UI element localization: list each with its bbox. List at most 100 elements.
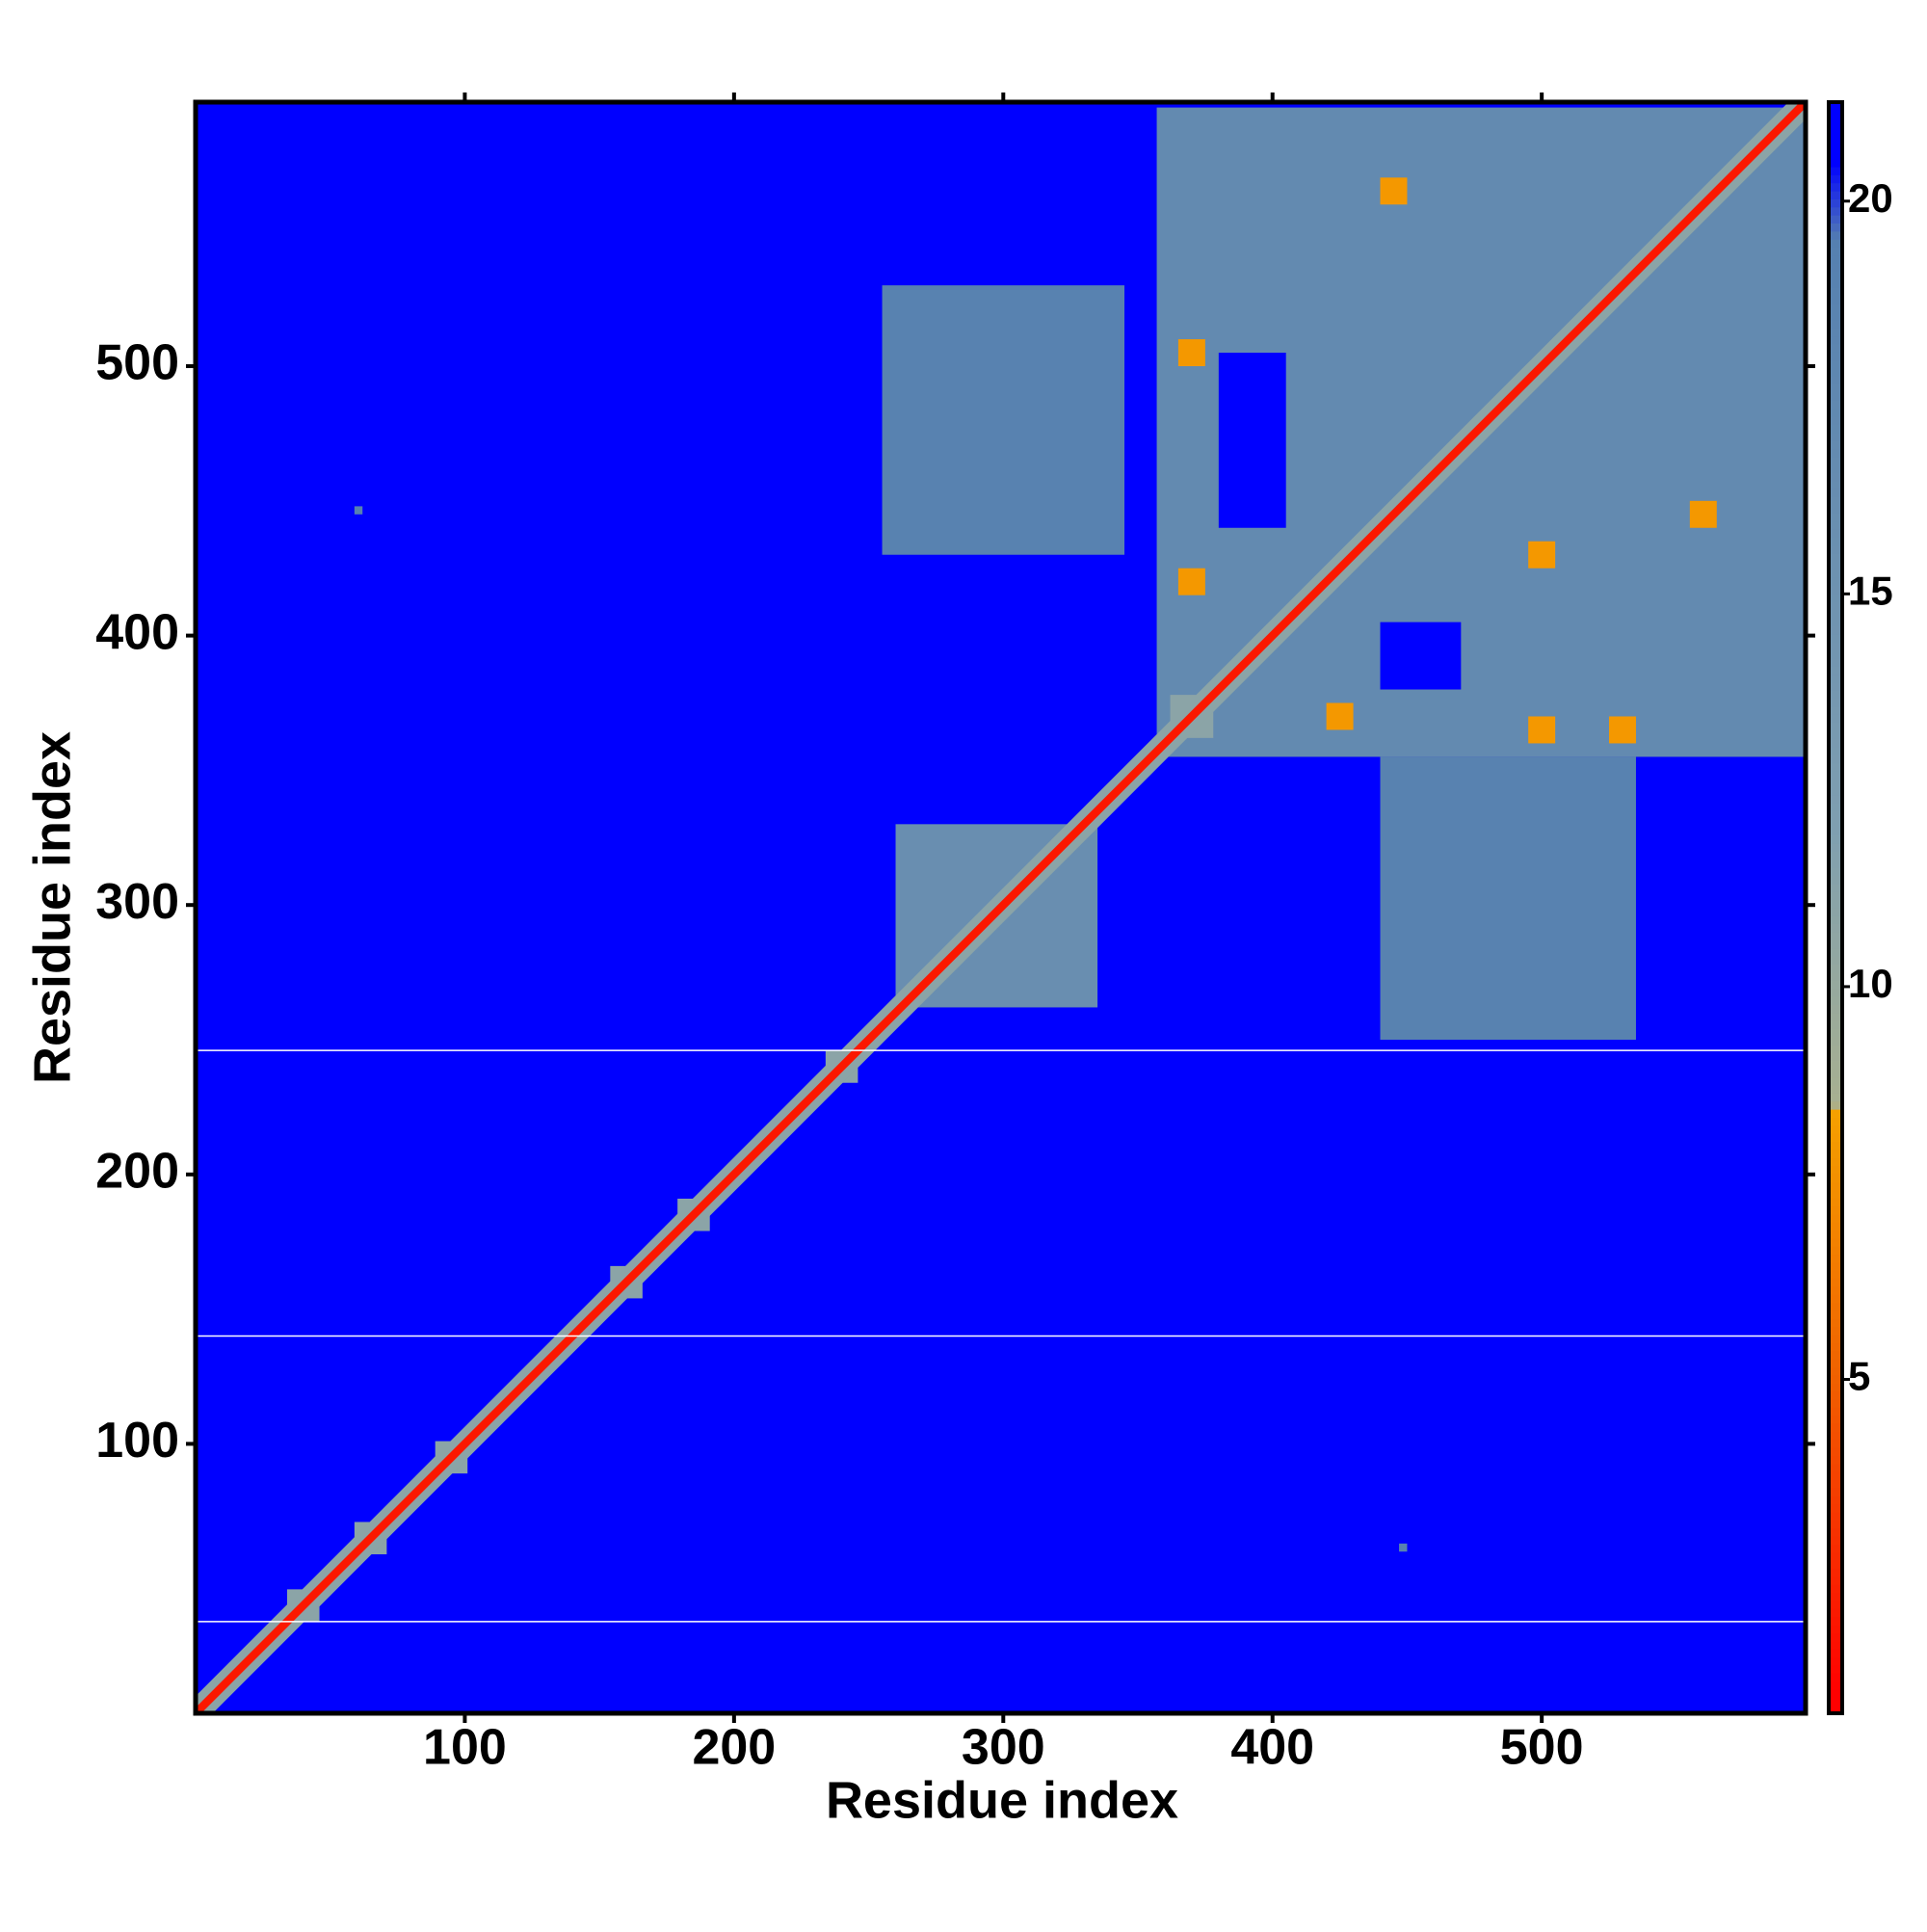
colorbar-segment bbox=[1829, 1302, 1842, 1311]
colorbar-segment bbox=[1829, 1625, 1842, 1633]
colorbar-segment bbox=[1829, 1608, 1842, 1618]
colorbar-segment bbox=[1829, 738, 1842, 748]
colorbar-segment bbox=[1829, 1487, 1842, 1496]
colorbar-segment bbox=[1829, 1165, 1842, 1175]
colorbar-segment bbox=[1829, 657, 1842, 667]
colorbar-segment bbox=[1829, 319, 1842, 329]
colorbar-segment bbox=[1829, 947, 1842, 957]
colorbar-segment bbox=[1829, 1568, 1842, 1577]
colorbar-segment bbox=[1829, 803, 1842, 812]
colorbar-segment bbox=[1829, 859, 1842, 868]
colorbar-segment bbox=[1829, 722, 1842, 731]
colorbar-segment bbox=[1829, 1093, 1842, 1102]
colorbar-segment bbox=[1829, 1213, 1842, 1223]
colorbar-segment bbox=[1829, 819, 1842, 828]
colorbar-segment bbox=[1829, 1294, 1842, 1304]
colorbar-segment bbox=[1829, 1560, 1842, 1570]
colorbar-segment bbox=[1829, 867, 1842, 877]
colorbar-segment bbox=[1829, 1036, 1842, 1045]
colorbar-segment bbox=[1829, 1318, 1842, 1328]
colorbar-segment bbox=[1829, 1076, 1842, 1086]
colorbar-segment bbox=[1829, 786, 1842, 796]
colorbar-frame bbox=[1827, 100, 1844, 1715]
colorbar-segment bbox=[1829, 1173, 1842, 1182]
heatmap-cell bbox=[1689, 500, 1717, 528]
colorbar-segment bbox=[1829, 980, 1842, 990]
colorbar-segment bbox=[1829, 1415, 1842, 1424]
y-tick-label: 400 bbox=[95, 604, 179, 660]
colorbar-segment bbox=[1829, 1697, 1842, 1707]
heatmap-cell bbox=[1380, 756, 1636, 1041]
colorbar-segment bbox=[1829, 827, 1842, 836]
colorbar-segment bbox=[1829, 1527, 1842, 1537]
colorbar-segment bbox=[1829, 287, 1842, 297]
colorbar-segment bbox=[1829, 1423, 1842, 1432]
colorbar-segment bbox=[1829, 1149, 1842, 1158]
x-tick-label: 300 bbox=[962, 1720, 1045, 1776]
heatmap-cell bbox=[1528, 541, 1556, 569]
colorbar-segment bbox=[1829, 1471, 1842, 1481]
colorbar-segment bbox=[1829, 915, 1842, 925]
colorbar-segment bbox=[1829, 440, 1842, 450]
colorbar-segment bbox=[1829, 513, 1842, 522]
colorbar-segment bbox=[1829, 544, 1842, 554]
colorbar-segment bbox=[1829, 964, 1842, 973]
colorbar-segment bbox=[1829, 553, 1842, 563]
colorbar-segment bbox=[1829, 1310, 1842, 1319]
colorbar-segment bbox=[1829, 1681, 1842, 1690]
colorbar-segment bbox=[1829, 472, 1842, 482]
colorbar-segment bbox=[1829, 1045, 1842, 1054]
colorbar-segment bbox=[1829, 891, 1842, 901]
colorbar-segment bbox=[1829, 1640, 1842, 1650]
colorbar-segment bbox=[1829, 239, 1842, 249]
colorbar-segment bbox=[1829, 230, 1842, 240]
colorbar-segment bbox=[1829, 956, 1842, 966]
colorbar-segment bbox=[1829, 932, 1842, 941]
colorbar-segment bbox=[1829, 746, 1842, 755]
colorbar-segment bbox=[1829, 1350, 1842, 1360]
colorbar-segment bbox=[1829, 190, 1842, 199]
colorbar-segment bbox=[1829, 1439, 1842, 1448]
colorbar-tick-label: 15 bbox=[1848, 568, 1893, 613]
heatmap-cell bbox=[1177, 568, 1205, 595]
colorbar-segment bbox=[1829, 110, 1842, 119]
heatmap-cell bbox=[1380, 177, 1408, 205]
colorbar-segment bbox=[1829, 674, 1842, 683]
colorbar-segment bbox=[1829, 311, 1842, 321]
colorbar-segment bbox=[1829, 1664, 1842, 1674]
colorbar-segment bbox=[1829, 770, 1842, 780]
colorbar-segment bbox=[1829, 1157, 1842, 1167]
colorbar-tick-label: 20 bbox=[1848, 175, 1893, 221]
colorbar-segment bbox=[1829, 609, 1842, 619]
colorbar-segment bbox=[1829, 174, 1842, 184]
colorbar-segment bbox=[1829, 1100, 1842, 1110]
plot-frame bbox=[193, 99, 1808, 1716]
colorbar-segment bbox=[1829, 456, 1842, 465]
colorbar-segment bbox=[1829, 1359, 1842, 1368]
colorbar-segment bbox=[1829, 1551, 1842, 1561]
colorbar-segment bbox=[1829, 391, 1842, 401]
colorbar-segment bbox=[1829, 714, 1842, 724]
y-tick-label: 100 bbox=[95, 1413, 179, 1469]
colorbar-segment bbox=[1829, 102, 1842, 111]
colorbar-segment bbox=[1829, 794, 1842, 804]
x-tick-label: 500 bbox=[1500, 1720, 1584, 1776]
colorbar-segment bbox=[1829, 1335, 1842, 1344]
colorbar-segment bbox=[1829, 1575, 1842, 1585]
colorbar-segment bbox=[1829, 118, 1842, 127]
heatmap-cell bbox=[354, 506, 363, 515]
colorbar-segment bbox=[1829, 1133, 1842, 1143]
colorbar-segment bbox=[1829, 1584, 1842, 1594]
colorbar-segment bbox=[1829, 134, 1842, 144]
colorbar-segment bbox=[1829, 706, 1842, 715]
colorbar-segment bbox=[1829, 1431, 1842, 1441]
colorbar-segment bbox=[1829, 1278, 1842, 1287]
colorbar-segment bbox=[1829, 577, 1842, 587]
colorbar-segment bbox=[1829, 1020, 1842, 1029]
colorbar-segment bbox=[1829, 1052, 1842, 1062]
colorbar-segment bbox=[1829, 295, 1842, 304]
colorbar-segment bbox=[1829, 1536, 1842, 1546]
colorbar-segment bbox=[1829, 520, 1842, 530]
colorbar-segment bbox=[1829, 1141, 1842, 1151]
